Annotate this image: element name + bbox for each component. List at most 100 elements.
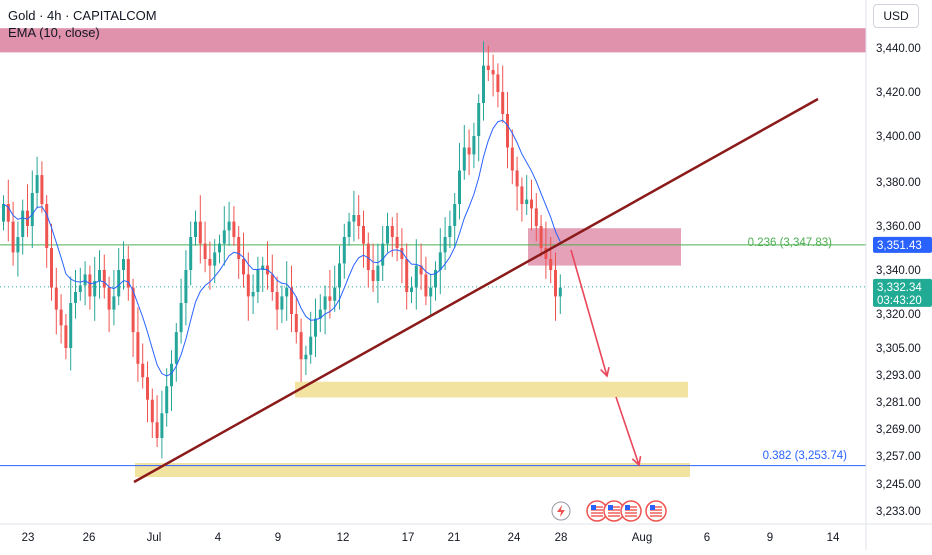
candle-body bbox=[35, 175, 39, 193]
candle-body bbox=[93, 281, 97, 297]
fib-price-badge: 3,351.43 bbox=[873, 236, 932, 253]
lightning-icon[interactable] bbox=[551, 501, 571, 521]
candle-body bbox=[405, 259, 409, 292]
candle-body bbox=[213, 252, 217, 266]
candle-body bbox=[496, 74, 500, 92]
candle-body bbox=[184, 270, 188, 303]
candle-body bbox=[534, 208, 538, 226]
candle-body bbox=[136, 332, 140, 364]
price-tick: 3,281.00 bbox=[876, 397, 921, 409]
candle-body bbox=[467, 147, 471, 155]
candle-body bbox=[64, 325, 68, 348]
candle-body bbox=[482, 65, 485, 103]
candle-body bbox=[88, 274, 92, 297]
candle-body bbox=[453, 204, 457, 226]
candle-body bbox=[515, 170, 519, 187]
candle-body bbox=[126, 259, 130, 288]
candle-body bbox=[304, 354, 308, 360]
candle-body bbox=[477, 103, 481, 136]
candle-body bbox=[112, 296, 116, 310]
price-tick: 3,380.00 bbox=[876, 177, 921, 189]
candle-body bbox=[357, 215, 361, 226]
candle-body bbox=[554, 270, 557, 297]
candle-body bbox=[280, 296, 284, 310]
candle-body bbox=[261, 265, 265, 270]
candle-body bbox=[16, 237, 20, 253]
candle-body bbox=[275, 292, 279, 310]
time-tick: 17 bbox=[402, 532, 415, 544]
price-tick: 3,269.00 bbox=[876, 424, 921, 436]
fib-labels: 0.236 (3,347.83) 0.382 (3,253.74) bbox=[748, 237, 848, 462]
candle-body bbox=[146, 377, 149, 400]
candle-body bbox=[333, 287, 337, 301]
price-tick: 3,245.00 bbox=[876, 479, 921, 491]
candle-body bbox=[45, 204, 49, 248]
symbol-title[interactable]: Gold · 4h · CAPITALCOM bbox=[8, 8, 157, 23]
candle-body bbox=[131, 287, 135, 333]
candle-body bbox=[40, 175, 44, 204]
candle-body bbox=[486, 65, 490, 70]
candle-body bbox=[107, 287, 111, 310]
candle-body bbox=[549, 259, 553, 270]
candle-body bbox=[347, 221, 351, 237]
forecast-arrow-2[interactable] bbox=[615, 396, 642, 467]
candle-body bbox=[338, 263, 341, 288]
candle-body bbox=[381, 243, 385, 266]
drawing-zones[interactable] bbox=[0, 28, 866, 477]
candle-body bbox=[342, 237, 346, 264]
demand-zone-mid[interactable] bbox=[295, 381, 688, 398]
candle-body bbox=[21, 210, 25, 237]
time-tick: 23 bbox=[22, 532, 35, 544]
candle-body bbox=[59, 309, 63, 326]
ema-line bbox=[3, 119, 561, 377]
time-axis[interactable]: 23 26 Jul 4 9 12 17 21 24 28 Aug 6 9 14 bbox=[0, 523, 932, 544]
candle-body bbox=[491, 70, 495, 75]
svg-text:3,332.34: 3,332.34 bbox=[877, 282, 922, 294]
candle-body bbox=[198, 221, 202, 244]
svg-text:03:43:20: 03:43:20 bbox=[877, 295, 922, 307]
candle-body bbox=[6, 204, 10, 222]
candle-body bbox=[362, 226, 365, 244]
candle-body bbox=[179, 303, 183, 333]
drawings-layer[interactable] bbox=[133, 97, 819, 484]
candle-body bbox=[2, 204, 5, 222]
candle-body bbox=[222, 230, 226, 244]
trendline[interactable] bbox=[133, 97, 819, 484]
candle-body bbox=[395, 237, 399, 248]
us-flag-icon[interactable] bbox=[620, 500, 642, 522]
candle-body bbox=[74, 292, 77, 303]
currency-button[interactable]: USD bbox=[873, 4, 919, 28]
candle-body bbox=[424, 274, 428, 297]
chart-legend: Gold · 4h · CAPITALCOM EMA (10, close) bbox=[8, 7, 157, 41]
candle-body bbox=[323, 296, 327, 310]
demand-zone-low[interactable] bbox=[135, 463, 690, 477]
price-tick: 3,400.00 bbox=[876, 131, 921, 143]
candle-body bbox=[30, 193, 34, 226]
candles bbox=[2, 41, 562, 459]
candle-body bbox=[150, 399, 154, 423]
candle-body bbox=[165, 386, 169, 414]
us-flag-icon[interactable] bbox=[645, 500, 667, 522]
candle-body bbox=[366, 243, 370, 270]
supply-zone-top[interactable] bbox=[0, 28, 866, 53]
us-flag-icon[interactable] bbox=[603, 500, 625, 522]
candle-body bbox=[410, 287, 413, 292]
time-tick: Aug bbox=[632, 532, 652, 544]
indicator-label[interactable]: EMA (10, close) bbox=[8, 25, 100, 40]
price-tick: 3,440.00 bbox=[876, 43, 921, 55]
candle-body bbox=[352, 215, 356, 222]
candle-body bbox=[256, 270, 260, 292]
price-tick: 3,360.00 bbox=[876, 221, 921, 233]
price-axis[interactable]: 3,440.00 3,420.00 3,400.00 3,380.00 3,360.00… bbox=[865, 0, 932, 550]
events-row[interactable] bbox=[551, 500, 667, 522]
price-tick: 3,420.00 bbox=[876, 87, 921, 99]
forecast-arrow-1[interactable] bbox=[570, 249, 610, 378]
candle-body bbox=[371, 270, 375, 281]
candle-body bbox=[419, 265, 423, 275]
time-tick: 24 bbox=[508, 532, 521, 544]
candle-body bbox=[400, 248, 404, 259]
candle-body bbox=[510, 147, 514, 171]
fib-lines[interactable] bbox=[0, 244, 866, 467]
